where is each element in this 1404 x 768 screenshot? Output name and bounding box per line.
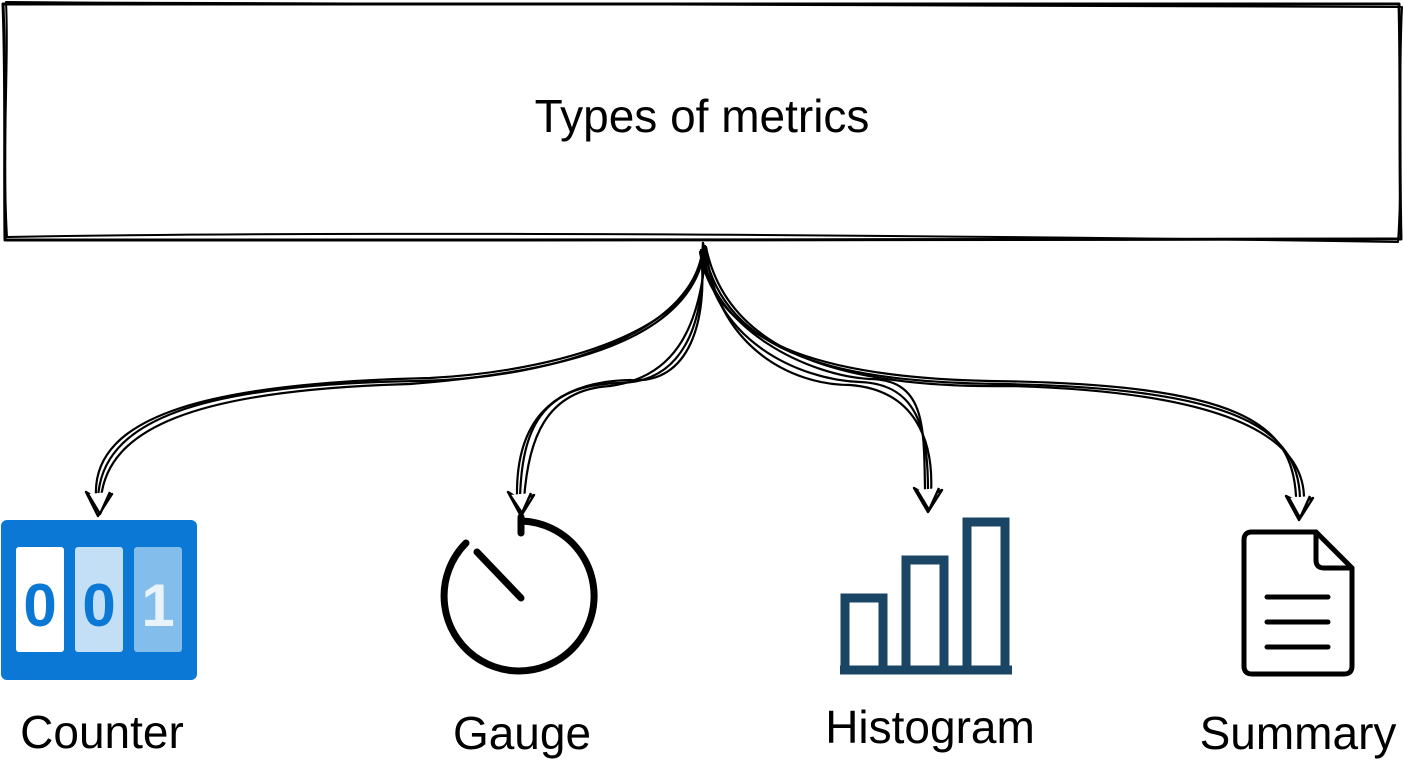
- edge-counter: [96, 241, 705, 502]
- counter-digit-1: 0: [23, 572, 56, 639]
- counter-digit-3: 1: [141, 572, 174, 639]
- counter-icon: 0 0 1: [1, 520, 197, 680]
- document-icon: [1241, 529, 1355, 677]
- gauge-icon: [440, 513, 598, 675]
- histogram-icon: [840, 517, 1012, 675]
- edge-summary: [701, 241, 1302, 500]
- diagram-title: Types of metrics: [534, 90, 870, 142]
- arrowheads: [84, 486, 1315, 522]
- node-label-gauge: Gauge: [452, 707, 592, 759]
- edge-gauge: [518, 241, 705, 500]
- title-box: [1, 1, 1403, 243]
- counter-digit-2: 0: [82, 572, 115, 639]
- node-label-summary: Summary: [1199, 707, 1397, 759]
- edges: [94, 241, 1306, 502]
- node-label-counter: Counter: [20, 706, 184, 758]
- node-label-histogram: Histogram: [825, 701, 1035, 753]
